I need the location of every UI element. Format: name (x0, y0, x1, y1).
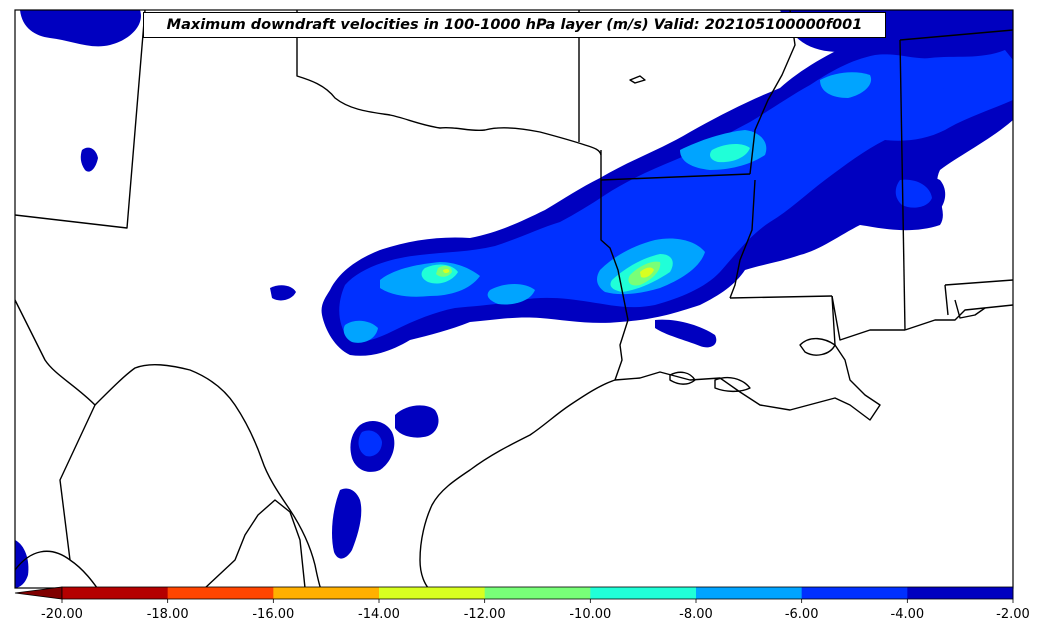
colorbar-segment (696, 587, 803, 599)
colorbar-segment (167, 587, 274, 599)
colorbar-tick-label: -12.00 (463, 607, 506, 622)
colorbar-tick-label: -8.00 (679, 607, 713, 622)
colorbar-segment (801, 587, 908, 599)
colorbar-tick-label: -10.00 (569, 607, 612, 622)
colorbar-segment (273, 587, 380, 599)
colorbar (14, 586, 1014, 603)
map-title: Maximum downdraft velocities in 100-1000… (143, 12, 886, 38)
colorbar-segment (907, 587, 1014, 599)
colorbar-segment (62, 587, 169, 599)
colorbar-outline (61, 586, 1014, 600)
colorbar-tick-label: -20.00 (41, 607, 83, 622)
colorbar-extend-triangle (14, 586, 63, 600)
colorbar-tick-label: -16.00 (252, 607, 295, 622)
colorbar-tick-label: -4.00 (890, 607, 925, 622)
colorbar-segment (379, 587, 486, 599)
colorbar-tick-label: -14.00 (358, 607, 400, 622)
colorbar-tick-label: -18.00 (146, 607, 189, 622)
colorbar-segment (590, 587, 697, 599)
colorbar-tick-label: -6.00 (784, 607, 819, 622)
colorbar-tick-label: -2.00 (996, 607, 1030, 622)
downdraft-field (15, 10, 1013, 588)
boundaries (15, 10, 1013, 588)
colorbar-segment (484, 587, 591, 599)
